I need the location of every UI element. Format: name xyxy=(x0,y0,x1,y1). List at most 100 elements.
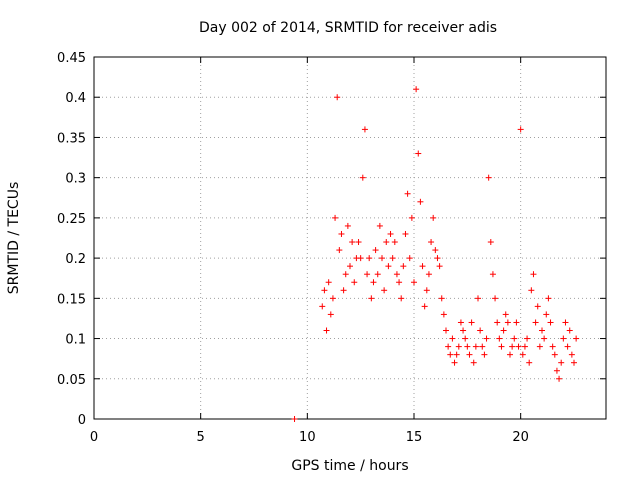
data-point xyxy=(291,416,298,422)
data-point xyxy=(434,255,441,262)
data-point xyxy=(423,287,430,294)
data-point xyxy=(342,271,349,278)
data-point xyxy=(344,222,351,229)
data-point xyxy=(374,271,381,278)
data-point xyxy=(329,295,336,302)
data-point xyxy=(368,295,375,302)
data-point xyxy=(349,239,356,246)
data-point xyxy=(528,287,535,294)
x-axis-ticks: 0 5 10 15 20 xyxy=(90,57,529,445)
data-point xyxy=(573,335,580,342)
data-point xyxy=(543,311,550,318)
data-point xyxy=(393,271,400,278)
data-point xyxy=(383,239,390,246)
data-point xyxy=(396,279,403,286)
data-point xyxy=(440,311,447,318)
data-point xyxy=(489,271,496,278)
data-point xyxy=(511,335,518,342)
data-point xyxy=(500,327,507,334)
data-point xyxy=(530,271,537,278)
data-point xyxy=(340,287,347,294)
data-point xyxy=(376,222,383,229)
data-point xyxy=(381,287,388,294)
data-point xyxy=(364,271,371,278)
data-point xyxy=(421,303,428,310)
data-point xyxy=(415,150,422,157)
data-point xyxy=(408,214,415,221)
data-point xyxy=(504,319,511,326)
data-point xyxy=(521,343,528,350)
x-tick-label: 0 xyxy=(90,430,98,445)
data-point xyxy=(481,351,488,358)
chart-title: Day 002 of 2014, SRMTID for receiver adi… xyxy=(199,20,497,36)
data-point xyxy=(447,351,454,358)
y-axis-ticks: 0 0.05 0.1 0.15 0.2 0.25 0.3 0.35 0.4 0.45 xyxy=(57,51,606,428)
data-point xyxy=(398,295,405,302)
data-point xyxy=(402,230,409,237)
data-point xyxy=(355,239,362,246)
data-point xyxy=(389,255,396,262)
y-tick-label: 0 xyxy=(78,413,86,428)
data-point xyxy=(372,247,379,254)
data-point xyxy=(460,327,467,334)
data-point xyxy=(438,295,445,302)
data-point xyxy=(430,214,437,221)
data-point xyxy=(445,343,452,350)
data-point xyxy=(496,335,503,342)
data-point xyxy=(545,295,552,302)
data-point xyxy=(432,247,439,254)
data-point xyxy=(417,198,424,205)
grid-lines xyxy=(94,57,606,419)
y-tick-label: 0.35 xyxy=(57,131,86,146)
y-tick-label: 0.25 xyxy=(57,212,86,227)
plot-frame xyxy=(93,56,607,420)
data-point xyxy=(425,271,432,278)
data-point xyxy=(323,327,330,334)
data-point xyxy=(502,311,509,318)
data-point xyxy=(519,351,526,358)
data-point xyxy=(498,343,505,350)
data-point xyxy=(470,359,477,366)
data-point xyxy=(547,319,554,326)
data-point xyxy=(524,335,531,342)
data-point xyxy=(558,359,565,366)
data-point xyxy=(515,343,522,350)
data-point xyxy=(321,287,328,294)
data-point xyxy=(338,230,345,237)
data-point xyxy=(443,327,449,334)
data-point xyxy=(325,279,332,286)
data-point xyxy=(334,94,341,101)
data-point xyxy=(385,263,392,270)
y-tick-label: 0.4 xyxy=(65,91,86,106)
data-point xyxy=(566,327,573,334)
y-tick-label: 0.05 xyxy=(57,373,86,388)
data-point xyxy=(347,263,353,270)
y-axis-title: SRMTID / TECUs xyxy=(6,182,22,295)
data-point xyxy=(400,263,407,270)
data-point xyxy=(436,263,443,270)
data-point xyxy=(536,343,543,350)
data-point xyxy=(564,343,571,350)
data-point xyxy=(464,343,471,350)
data-point xyxy=(361,126,368,133)
data-point xyxy=(513,319,520,326)
x-tick-label: 10 xyxy=(299,430,316,445)
y-tick-label: 0.45 xyxy=(57,51,86,66)
data-point xyxy=(507,351,513,358)
data-points xyxy=(291,86,580,422)
data-point xyxy=(336,247,343,254)
data-point xyxy=(351,279,358,286)
data-point xyxy=(509,343,516,350)
data-point xyxy=(466,351,473,358)
data-point xyxy=(468,319,475,326)
data-point xyxy=(366,255,373,262)
data-point xyxy=(406,255,413,262)
x-tick-label: 5 xyxy=(197,430,205,445)
data-point xyxy=(455,343,462,350)
data-point xyxy=(487,239,494,246)
data-point xyxy=(517,126,524,133)
y-tick-label: 0.2 xyxy=(65,252,86,267)
data-point xyxy=(485,174,492,181)
data-point xyxy=(562,319,569,326)
y-tick-label: 0.3 xyxy=(65,172,86,187)
